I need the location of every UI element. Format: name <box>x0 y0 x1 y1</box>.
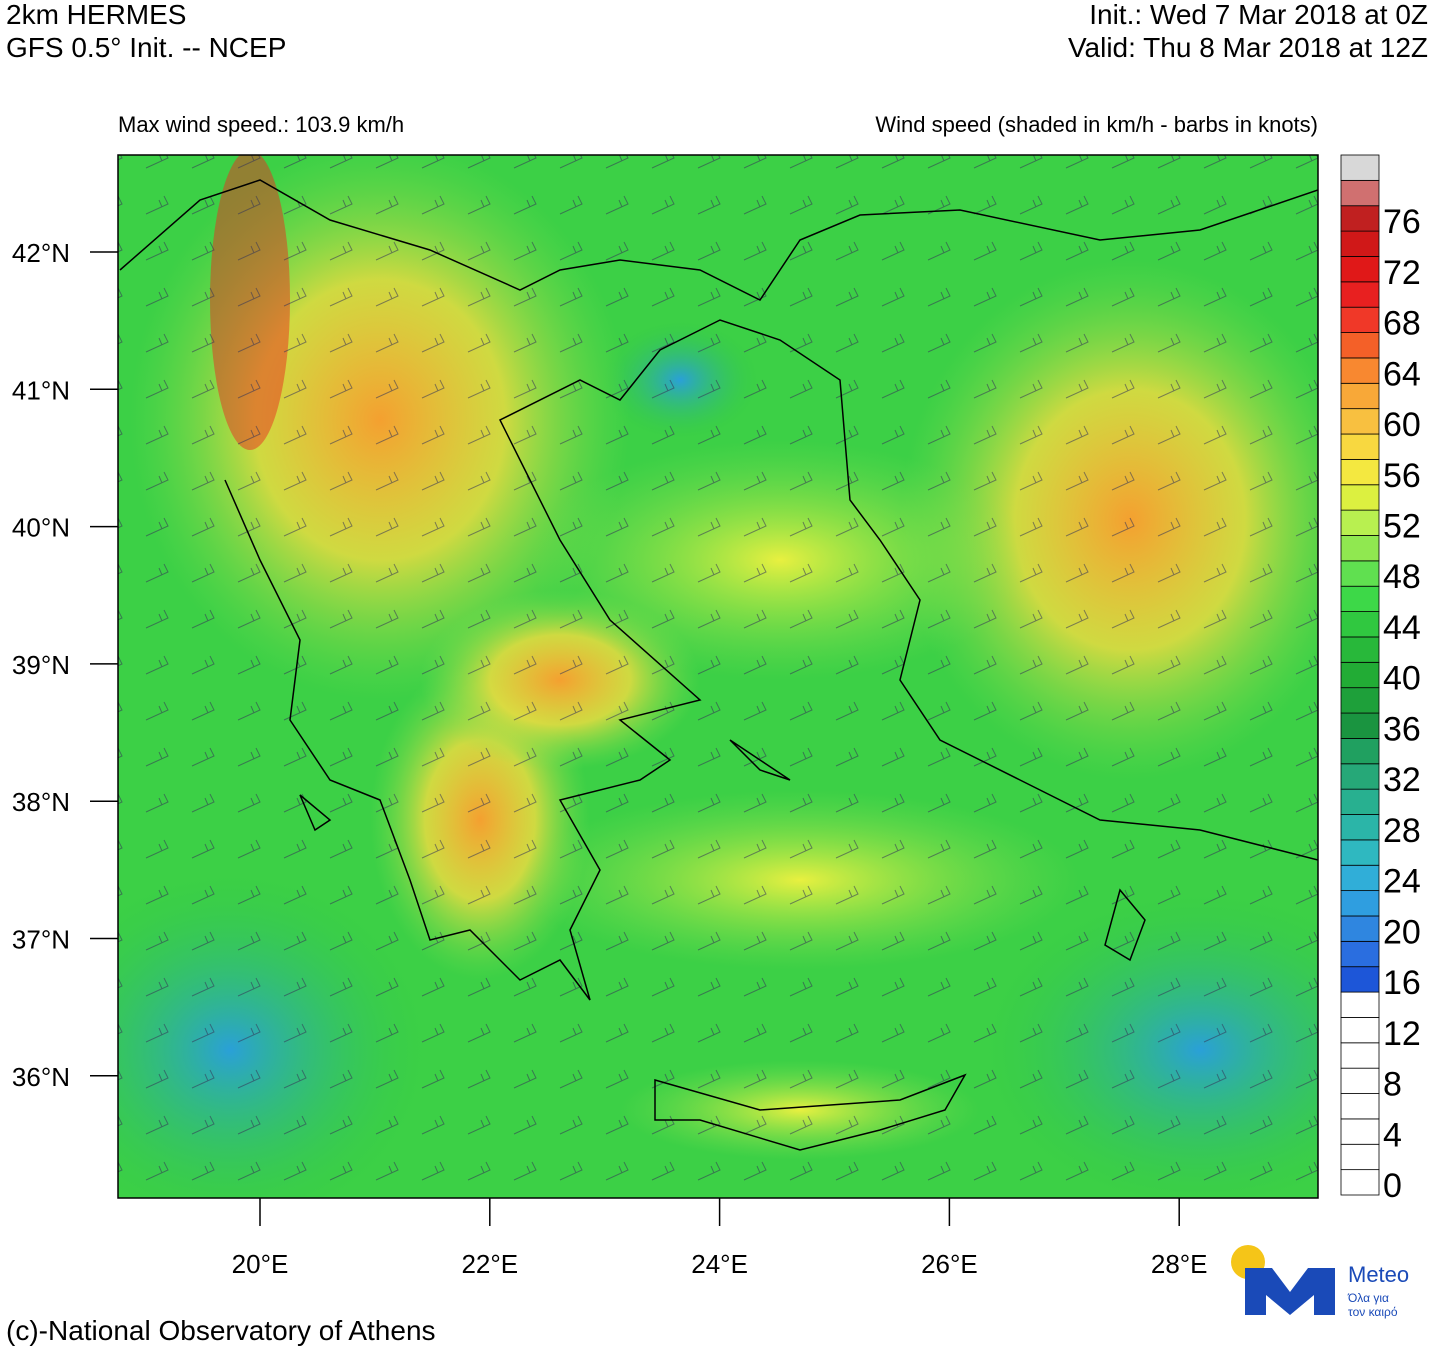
logo-mark <box>1245 1268 1335 1315</box>
colorbar-swatch <box>1340 687 1380 714</box>
colorbar-swatch <box>1340 1169 1380 1196</box>
colorbar-swatch <box>1340 1042 1380 1069</box>
colorbar-swatch <box>1340 408 1380 435</box>
colorbar-label: 36 <box>1383 710 1421 748</box>
colorbar-swatch <box>1340 256 1380 283</box>
colorbar-swatch <box>1340 484 1380 511</box>
map-ticks: 42°N 41°N 40°N 39°N 38°N 37°N 36°N 20°E 22°E 24°E… <box>12 238 1208 1279</box>
colorbar-swatch <box>1340 611 1380 638</box>
colorbar-label: 32 <box>1383 761 1421 799</box>
colorbar-swatch <box>1340 433 1380 460</box>
colorbar-swatch <box>1340 1118 1380 1145</box>
colorbar-swatch <box>1340 661 1380 689</box>
colorbar-swatch <box>1340 332 1380 359</box>
map-field <box>118 155 1318 1198</box>
lat-tick-label: 40°N <box>12 513 70 543</box>
colorbar-label: 28 <box>1383 812 1421 850</box>
colorbar-label: 76 <box>1383 203 1421 241</box>
colorbar-swatch <box>1340 357 1380 384</box>
colorbar-label: 56 <box>1383 457 1421 495</box>
colorbar-swatch <box>1340 1017 1380 1044</box>
lon-tick-label: 20°E <box>232 1249 289 1279</box>
colorbar-swatch <box>1340 636 1380 663</box>
colorbar-label: 44 <box>1383 609 1421 647</box>
colorbar-swatch <box>1340 281 1380 308</box>
init-time: Init.: Wed 7 Mar 2018 at 0Z <box>1089 0 1428 30</box>
colorbar-swatch <box>1340 738 1380 765</box>
colorbar-swatch <box>1340 205 1380 232</box>
lat-tick-label: 38°N <box>12 787 70 817</box>
logo-tagline: τον καιρό <box>1348 1305 1398 1319</box>
colorbar-label: 12 <box>1383 1015 1421 1053</box>
colorbar-swatch <box>1340 1143 1380 1171</box>
colorbar-swatch <box>1340 560 1380 587</box>
colorbar-swatch <box>1340 966 1380 993</box>
colorbar-swatch <box>1340 712 1380 739</box>
colorbar-swatch <box>1340 154 1380 181</box>
colorbar-swatch <box>1340 1093 1380 1120</box>
colorbar-swatch <box>1340 864 1380 892</box>
colorbar-label: 20 <box>1383 913 1421 951</box>
logo-name: Meteo <box>1348 1262 1409 1287</box>
lon-tick-label: 26°E <box>921 1249 978 1279</box>
lat-tick-label: 37°N <box>12 925 70 955</box>
valid-time: Valid: Thu 8 Mar 2018 at 12Z <box>1068 32 1428 63</box>
colorbar-label: 16 <box>1383 964 1421 1002</box>
init-source: GFS 0.5° Init. -- NCEP <box>6 32 286 63</box>
colorbar-label: 40 <box>1383 660 1421 698</box>
colorbar-swatch <box>1340 306 1380 333</box>
footer: (c)-National Observatory of Athens Meteo… <box>6 1245 1409 1346</box>
colorbar-label: 72 <box>1383 254 1421 292</box>
colorbar-label: 60 <box>1383 406 1421 444</box>
colorbar-swatch <box>1340 915 1380 942</box>
max-wind: Max wind speed.: 103.9 km/h <box>118 112 404 137</box>
colorbar-swatch <box>1340 788 1380 815</box>
copyright: (c)-National Observatory of Athens <box>6 1315 436 1346</box>
colorbar-label: 4 <box>1383 1116 1402 1154</box>
colorbar-label: 64 <box>1383 355 1421 393</box>
model: 2km HERMES <box>6 0 186 30</box>
lon-tick-label: 24°E <box>691 1249 748 1279</box>
colorbar-label: 24 <box>1383 863 1421 901</box>
colorbar-swatch <box>1340 890 1380 917</box>
colorbar-swatch <box>1340 585 1380 612</box>
lon-tick-label: 22°E <box>461 1249 518 1279</box>
colorbar-swatch <box>1340 509 1380 536</box>
header: 2km HERMES GFS 0.5° Init. -- NCEP Init.:… <box>6 0 1428 137</box>
colorbar-swatch <box>1340 814 1380 841</box>
colorbar-swatch <box>1340 230 1380 257</box>
colorbar-swatch <box>1340 763 1380 790</box>
colorbar-swatch <box>1340 839 1380 866</box>
colorbar-swatch <box>1340 382 1380 410</box>
colorbar-swatch <box>1340 535 1380 562</box>
colorbar-label: 0 <box>1383 1167 1402 1205</box>
colorbar-swatch <box>1340 1067 1380 1094</box>
field-description: Wind speed (shaded in km/h - barbs in kn… <box>875 112 1318 137</box>
map-frame <box>117 154 1319 1199</box>
lat-tick-label: 41°N <box>12 375 70 405</box>
colorbar-swatch <box>1340 940 1380 968</box>
colorbar-label: 68 <box>1383 305 1421 343</box>
lon-tick-label: 28°E <box>1151 1249 1208 1279</box>
lat-tick-label: 36°N <box>12 1062 70 1092</box>
colorbar-swatch <box>1340 458 1380 486</box>
lat-tick-label: 42°N <box>12 238 70 268</box>
colorbar-swatch <box>1340 991 1380 1018</box>
colorbar-label: 52 <box>1383 507 1421 545</box>
logo-tagline: Όλα για <box>1347 1291 1389 1305</box>
colorbar-label: 8 <box>1383 1066 1402 1104</box>
colorbar-swatch <box>1340 179 1380 207</box>
lat-tick-label: 39°N <box>12 650 70 680</box>
colorbar-label: 48 <box>1383 558 1421 596</box>
